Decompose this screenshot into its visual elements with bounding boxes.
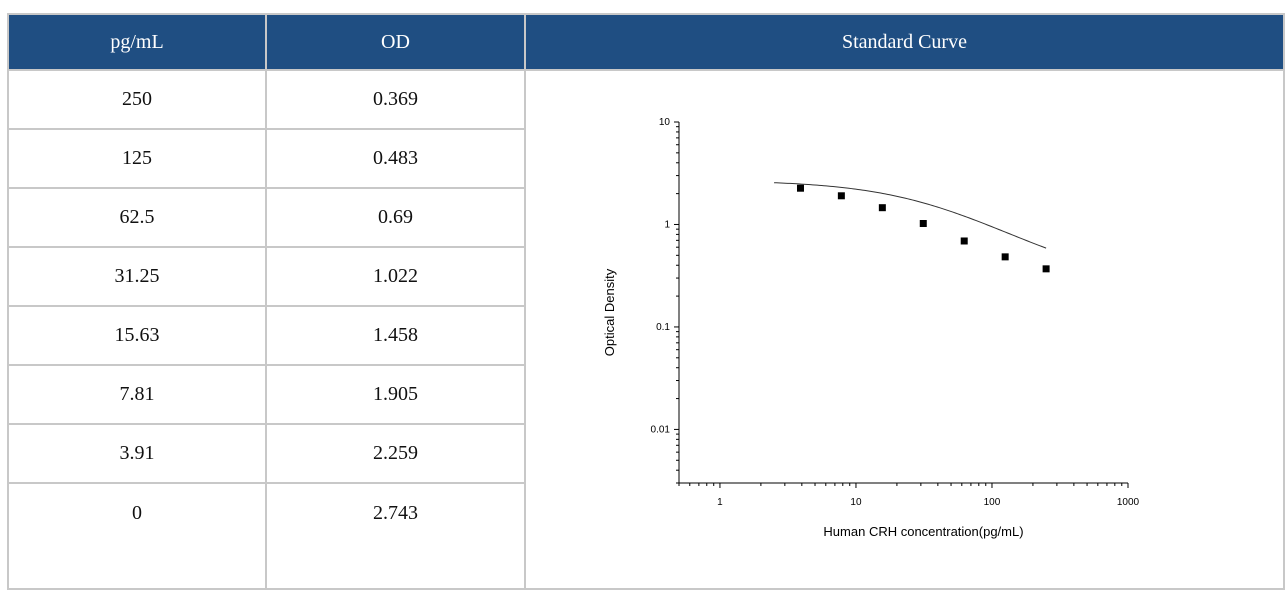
standard-table: pg/mL OD Standard Curve 250 0.369 1 10 100… xyxy=(7,13,1285,590)
data-point xyxy=(878,204,886,212)
x-tick-label: 10 xyxy=(850,497,862,508)
table-row: 31.25 1.022 xyxy=(7,246,1284,307)
concentration-cell: 125 xyxy=(7,128,267,189)
table-header-row: pg/mL OD Standard Curve xyxy=(7,13,1285,71)
standard-curve-panel: pg/mL OD Standard Curve 250 0.369 1 10 100… xyxy=(7,13,1285,590)
od-cell: 1.905 xyxy=(265,364,526,425)
data-point xyxy=(1042,265,1050,273)
data-point xyxy=(919,220,927,228)
data-point xyxy=(796,184,804,192)
od-cell: 2.259 xyxy=(265,423,526,484)
chart-cell: 1 10 100 1000 0.01 0.1 1 10 Human CRH concentrat… xyxy=(524,69,1285,590)
x-tick-label: 100 xyxy=(984,497,1001,508)
header-concentration: pg/mL xyxy=(7,13,267,71)
od-cell: 0.483 xyxy=(265,128,526,189)
y-tick-label: 1 xyxy=(664,219,670,230)
x-tick-label: 1 xyxy=(717,497,723,508)
table-row: 3.91 2.259 xyxy=(7,423,1284,484)
x-tick-label: 1000 xyxy=(1117,497,1140,508)
data-point xyxy=(1001,253,1009,261)
concentration-cell: 250 xyxy=(7,69,267,130)
y-tick-label: 10 xyxy=(659,117,671,128)
od-cell: 1.458 xyxy=(265,305,526,366)
table-row: 125 0.483 xyxy=(7,128,1284,189)
y-tick-label: 0.01 xyxy=(651,424,671,435)
standard-curve-chart: 1 10 100 1000 0.01 0.1 1 10 Human CRH concentrat… xyxy=(602,117,1140,539)
fit-curve-line xyxy=(774,182,1047,249)
chart-container: 1 10 100 1000 0.01 0.1 1 10 Human CRH concentrat… xyxy=(526,71,1282,563)
concentration-cell: 3.91 xyxy=(7,423,267,484)
header-od: OD xyxy=(265,13,526,71)
data-point xyxy=(837,192,845,200)
concentration-cell: 7.81 xyxy=(7,364,267,425)
table-row: 62.5 0.69 xyxy=(7,187,1284,248)
concentration-cell: 62.5 xyxy=(7,187,267,248)
x-axis-title: Human CRH concentration(pg/mL) xyxy=(823,524,1023,539)
header-standard-curve: Standard Curve xyxy=(524,13,1285,71)
concentration-cell: 0 xyxy=(7,482,267,590)
y-axis-title: Optical Density xyxy=(602,268,617,356)
od-cell: 1.022 xyxy=(265,246,526,307)
y-tick-label: 0.1 xyxy=(656,322,670,333)
concentration-cell: 31.25 xyxy=(7,246,267,307)
od-cell: 0.369 xyxy=(265,69,526,130)
table-row: 250 0.369 1 10 100 1000 0.01 0.1 1 10 Human CRH … xyxy=(7,69,1285,590)
od-cell: 2.743 xyxy=(265,482,526,590)
od-cell: 0.69 xyxy=(265,187,526,248)
table-row: 7.81 1.905 xyxy=(7,364,1284,425)
concentration-cell: 15.63 xyxy=(7,305,267,366)
table-row: 15.63 1.458 xyxy=(7,305,1284,366)
data-point xyxy=(960,237,968,245)
